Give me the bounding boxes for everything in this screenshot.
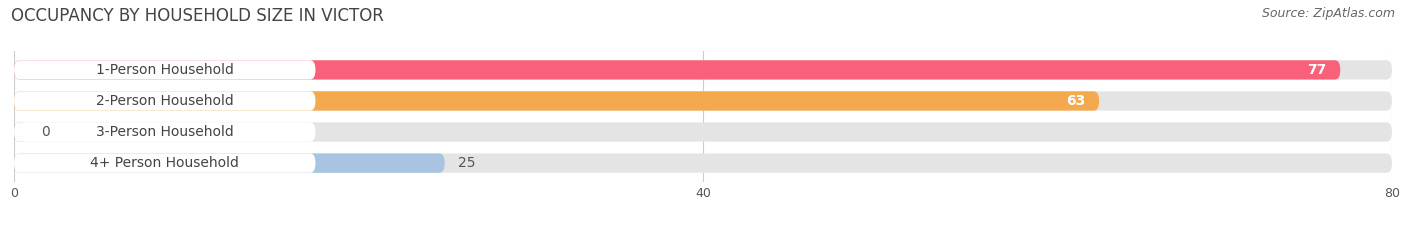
- FancyBboxPatch shape: [14, 60, 315, 79]
- FancyBboxPatch shape: [14, 154, 444, 173]
- Text: 0: 0: [41, 125, 49, 139]
- FancyBboxPatch shape: [14, 91, 315, 111]
- FancyBboxPatch shape: [14, 60, 1392, 79]
- Text: 63: 63: [1066, 94, 1085, 108]
- FancyBboxPatch shape: [14, 154, 315, 173]
- FancyBboxPatch shape: [14, 91, 1392, 111]
- FancyBboxPatch shape: [14, 122, 315, 142]
- FancyBboxPatch shape: [14, 91, 1099, 111]
- FancyBboxPatch shape: [14, 122, 1392, 142]
- Text: 77: 77: [1308, 63, 1326, 77]
- Text: OCCUPANCY BY HOUSEHOLD SIZE IN VICTOR: OCCUPANCY BY HOUSEHOLD SIZE IN VICTOR: [11, 7, 384, 25]
- Text: 4+ Person Household: 4+ Person Household: [90, 156, 239, 170]
- Text: 2-Person Household: 2-Person Household: [96, 94, 233, 108]
- FancyBboxPatch shape: [14, 60, 1340, 79]
- Text: 25: 25: [458, 156, 475, 170]
- Text: Source: ZipAtlas.com: Source: ZipAtlas.com: [1261, 7, 1395, 20]
- FancyBboxPatch shape: [14, 154, 1392, 173]
- Text: 1-Person Household: 1-Person Household: [96, 63, 233, 77]
- FancyBboxPatch shape: [14, 122, 27, 142]
- Text: 3-Person Household: 3-Person Household: [96, 125, 233, 139]
